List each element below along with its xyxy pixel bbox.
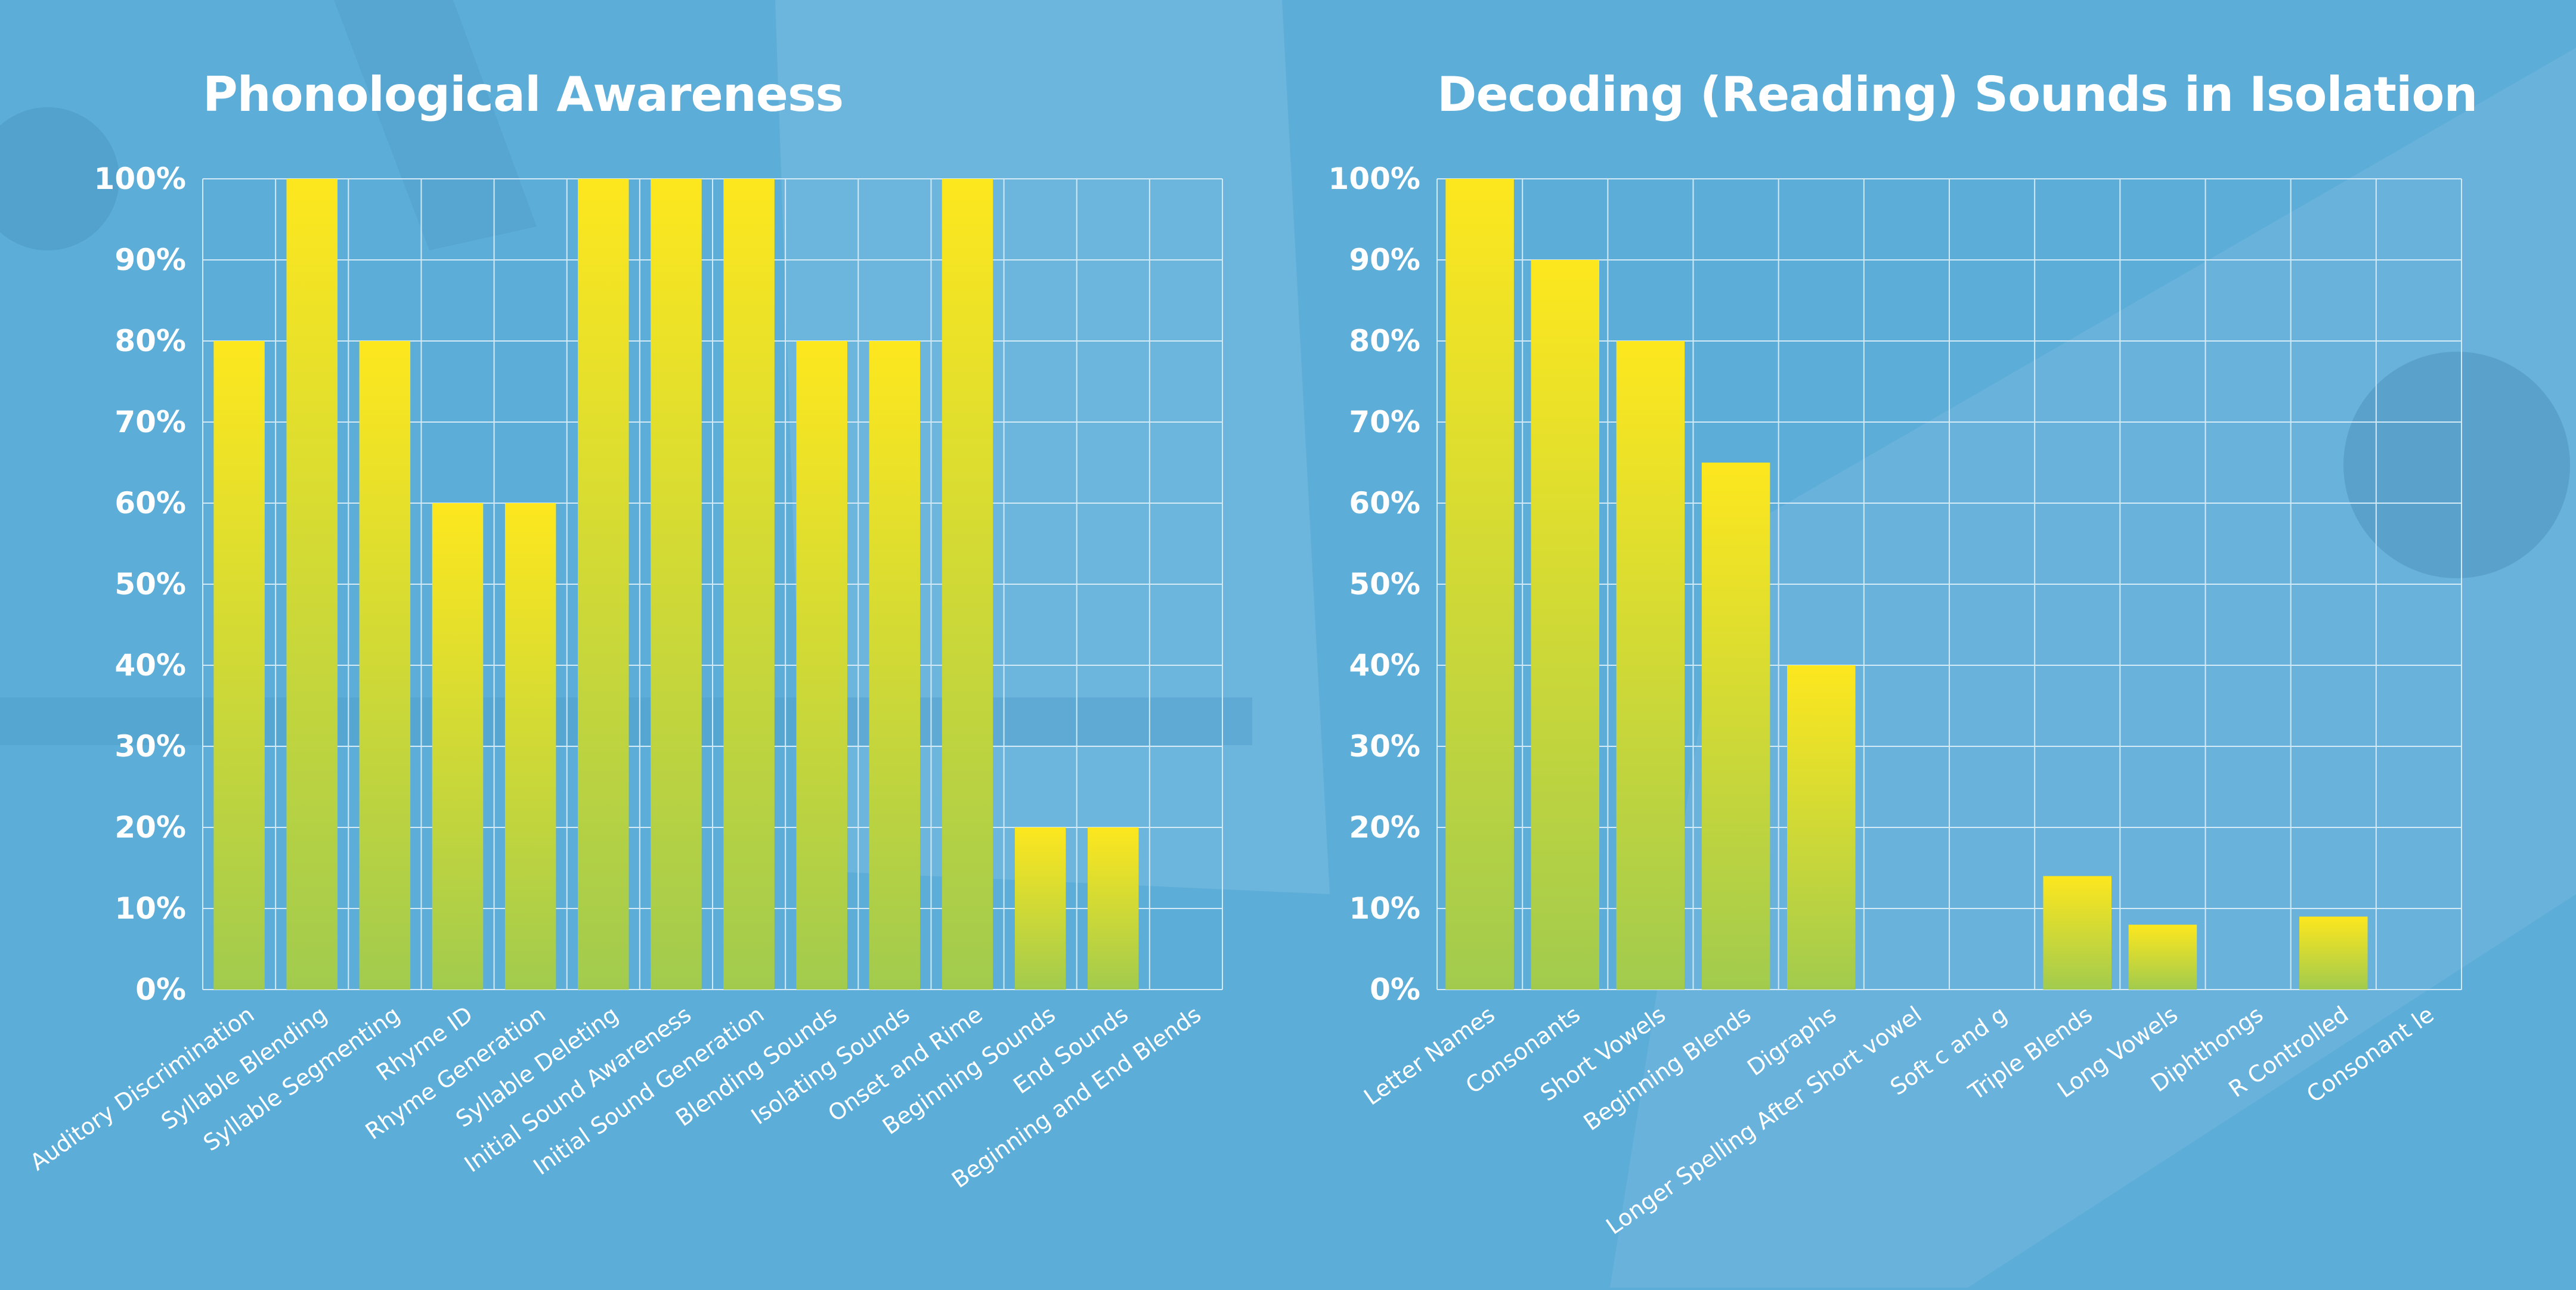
bar <box>1787 665 1856 990</box>
bar <box>578 179 629 990</box>
bar <box>2043 876 2112 990</box>
y-tick-label: 40% <box>114 648 186 683</box>
y-tick-label: 50% <box>114 567 186 601</box>
bar <box>2299 916 2368 990</box>
bar <box>213 341 265 990</box>
y-tick-label: 80% <box>1349 324 1420 358</box>
bar <box>359 341 411 990</box>
y-tick-label: 60% <box>1349 486 1420 520</box>
y-tick-label: 0% <box>135 972 186 1007</box>
y-tick-label: 30% <box>114 729 186 764</box>
bar <box>286 179 338 990</box>
x-tick-label: Longer Spelling After Short vowel <box>1601 1001 1926 1239</box>
y-tick-label: 90% <box>1349 243 1420 277</box>
y-tick-label: 70% <box>114 405 186 439</box>
bar <box>1088 827 1139 990</box>
y-tick-label: 100% <box>94 162 186 196</box>
grid <box>1436 178 2462 990</box>
y-tick-label: 10% <box>1349 891 1420 926</box>
bar <box>1531 260 1600 990</box>
bar <box>651 179 702 990</box>
bar <box>1701 463 1770 990</box>
y-tick-label: 50% <box>1349 567 1420 601</box>
y-tick-label: 20% <box>114 810 186 845</box>
y-tick-label: 60% <box>114 486 186 520</box>
y-tick-label: 0% <box>1370 972 1420 1007</box>
y-tick-label: 20% <box>1349 810 1420 845</box>
bar <box>869 341 921 990</box>
bar <box>723 179 775 990</box>
bar <box>1445 179 1514 990</box>
bar <box>504 503 556 990</box>
bar <box>1616 341 1685 990</box>
chart-title: Phonological Awareness <box>203 67 844 122</box>
bar <box>432 503 484 990</box>
bar <box>1014 827 1066 990</box>
y-tick-label: 10% <box>114 891 186 926</box>
bar <box>2128 925 2197 990</box>
y-tick-label: 100% <box>1329 162 1420 196</box>
bar <box>796 341 847 990</box>
y-tick-label: 90% <box>114 243 186 277</box>
bar <box>942 179 993 990</box>
y-tick-label: 30% <box>1349 729 1420 764</box>
y-tick-label: 70% <box>1349 405 1420 439</box>
y-tick-label: 40% <box>1349 648 1420 683</box>
chart-title: Decoding (Reading) Sounds in Isolation <box>1437 67 2478 122</box>
y-tick-label: 80% <box>114 324 186 358</box>
